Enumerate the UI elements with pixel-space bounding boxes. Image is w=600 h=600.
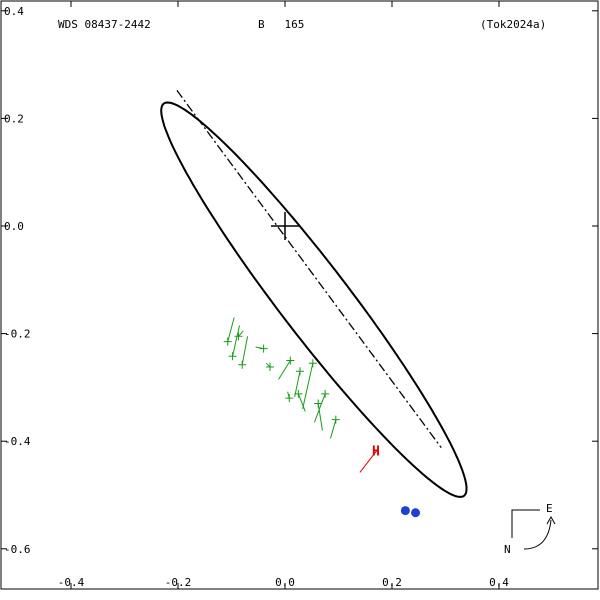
observation-point	[294, 389, 303, 398]
header-component-grade: B 165	[258, 18, 304, 31]
residual-line	[227, 317, 235, 342]
observation-point	[228, 352, 237, 361]
compass-north-label: N	[504, 543, 511, 556]
residual-line	[278, 360, 291, 380]
observation-point	[223, 337, 232, 346]
compass: N E	[504, 502, 556, 556]
residual-line	[302, 363, 314, 410]
observation-point	[259, 344, 268, 353]
y-tick-label: -0.4	[4, 435, 31, 448]
x-tick-label: 0.2	[382, 576, 402, 589]
x-tick-label: -0.2	[165, 576, 192, 589]
compass-arrow	[523, 519, 552, 550]
hipparcos-label: H	[372, 444, 380, 459]
x-tick-label: 0.0	[275, 576, 295, 589]
compass-east-label: E	[546, 502, 553, 515]
residual-line	[297, 393, 306, 412]
y-axis-ticks: 0.4 0.2 0.0 -0.2 -0.4 -0.6	[1, 5, 598, 556]
y-tick-label: 0.4	[4, 5, 24, 18]
y-tick-label: -0.6	[4, 543, 31, 556]
observation-point	[286, 356, 295, 365]
residual-line	[241, 336, 249, 365]
observation-point	[331, 415, 340, 424]
y-tick-label: -0.2	[4, 328, 31, 341]
observation-point	[295, 367, 304, 376]
residual-line	[232, 325, 241, 357]
line-of-nodes	[176, 90, 442, 449]
observation-point	[285, 394, 294, 403]
x-tick-label: 0.4	[489, 576, 509, 589]
observation-point	[321, 389, 330, 398]
observation-point	[266, 362, 275, 371]
observation-point	[314, 399, 323, 408]
residual-line	[313, 393, 326, 423]
observation-point	[234, 332, 243, 341]
current-position-dot	[400, 506, 410, 516]
observation-point	[238, 360, 247, 369]
residual-line	[265, 362, 271, 368]
compass-frame	[511, 509, 540, 538]
header-wds-id: WDS 08437-2442	[58, 18, 151, 31]
y-tick-label: 0.0	[4, 220, 24, 233]
hipparcos-residual	[359, 450, 378, 473]
observation-point	[308, 359, 317, 368]
header-reference: (Tok2024a)	[480, 18, 546, 31]
y-tick-label: 0.2	[4, 112, 24, 125]
residual-line	[238, 330, 244, 337]
x-tick-label: -0.4	[58, 576, 85, 589]
x-axis-ticks: -0.4 -0.2 0.0 0.2 0.4	[58, 1, 509, 589]
current-position-dot	[411, 508, 421, 518]
residual-line	[329, 419, 337, 439]
compass-arrowhead	[546, 515, 556, 525]
residual-line	[317, 403, 323, 431]
plot-layer: H	[160, 90, 468, 518]
orbit-ellipse	[160, 101, 468, 498]
residual-line	[294, 371, 301, 398]
